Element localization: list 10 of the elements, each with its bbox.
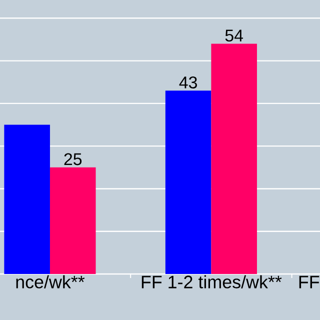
- bar: [4, 124, 50, 274]
- bar: [50, 167, 96, 274]
- bar: [165, 90, 212, 274]
- data-label: 25: [64, 153, 82, 166]
- data-label: 54: [225, 30, 243, 42]
- x-tick-label: FF: [299, 276, 320, 288]
- x-tick-label: FF 1-2 times/wk**: [142, 275, 282, 288]
- data-label: 43: [179, 76, 197, 88]
- bar: [211, 44, 257, 274]
- x-tick-label: nce/wk**: [16, 275, 85, 288]
